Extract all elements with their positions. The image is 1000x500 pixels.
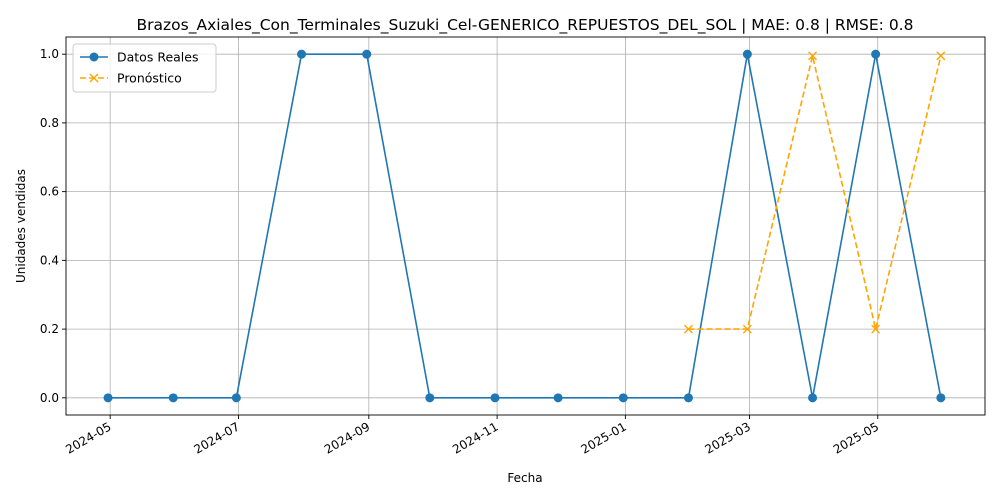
legend-marker-pronostico <box>89 73 99 83</box>
datos-reales-point <box>231 393 241 403</box>
datos-reales-point <box>103 393 113 403</box>
datos-reales-point <box>553 393 563 403</box>
plot-area <box>103 49 946 403</box>
x-tick-label: 2024-09 <box>322 419 372 456</box>
datos-reales-point <box>936 393 946 403</box>
legend-marker-datos-reales <box>89 52 99 62</box>
datos-reales-point <box>808 393 818 403</box>
x-axis-label: Fecha <box>507 471 542 485</box>
legend-label-datos-reales: Datos Reales <box>117 50 198 65</box>
series-line-datos-reales <box>108 53 942 399</box>
y-tick-label: 0.4 <box>40 253 59 267</box>
pronostico-point <box>871 324 881 334</box>
pronostico-point <box>742 324 752 334</box>
pronostico-point <box>808 51 818 61</box>
x-tick-label: 2024-07 <box>192 419 242 456</box>
datos-reales-point <box>490 393 500 403</box>
datos-reales-point <box>618 393 628 403</box>
x-tick-label: 2025-03 <box>703 419 753 456</box>
x-tick-label: 2025-01 <box>578 419 628 456</box>
datos-reales-point <box>683 393 693 403</box>
y-tick-label: 0.8 <box>40 116 59 130</box>
pronostico-point <box>683 324 693 334</box>
y-tick-label: 0.0 <box>40 391 59 405</box>
datos-reales-point <box>742 49 752 59</box>
x-tick-label: 2024-11 <box>450 419 500 456</box>
datos-reales-point <box>425 393 435 403</box>
y-tick-label: 0.2 <box>40 322 59 336</box>
x-tick-label: 2025-05 <box>831 419 881 456</box>
chart-title: Brazos_Axiales_Con_Terminales_Suzuki_Cel… <box>137 16 914 35</box>
x-axis: 2024-05 2024-07 2024-09 2024-11 2025-01 2025-… <box>63 415 881 457</box>
legend-label-pronostico: Pronóstico <box>117 71 182 86</box>
legend: Datos Reales Pronóstico <box>72 43 217 93</box>
datos-reales-point <box>297 49 307 59</box>
datos-reales-point <box>871 49 881 59</box>
y-axis-label: Unidades vendidas <box>14 169 28 283</box>
axes-frame <box>65 36 986 416</box>
pronostico-point <box>936 51 946 61</box>
datos-reales-point <box>362 49 372 59</box>
x-tick-label: 2024-05 <box>63 419 113 456</box>
grid <box>66 37 985 415</box>
y-tick-label: 0.6 <box>40 185 59 199</box>
legend-box <box>72 43 217 93</box>
y-tick-label: 1.0 <box>40 47 59 61</box>
datos-reales-point <box>168 393 178 403</box>
y-axis: 0.0 0.2 0.4 0.6 0.8 1.0 <box>40 47 66 405</box>
series-line-pronostico <box>688 55 942 330</box>
